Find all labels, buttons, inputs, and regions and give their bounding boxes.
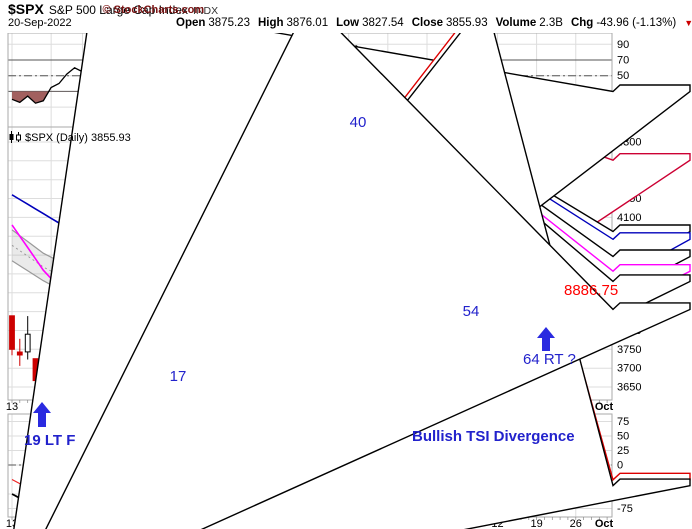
ticker-symbol: $SPX	[8, 1, 44, 17]
tsi-axis-label: 0	[617, 460, 623, 472]
annotation-lt-label: 19 LT F	[24, 432, 75, 449]
annotation-rt-question: 64 RT ?	[523, 351, 576, 368]
annotation-wave-54: 54	[463, 303, 480, 320]
x-axis-tick-label: 13	[6, 401, 18, 413]
exchange-label: INDX	[193, 5, 219, 17]
chart-style-icon[interactable]	[9, 131, 21, 143]
rsi-axis-label: 90	[617, 39, 629, 51]
quote-value-close: 3855.93	[446, 17, 488, 29]
y-axis-label: 3750	[617, 344, 641, 356]
quote-value-high: 3876.01	[286, 17, 329, 29]
quote-value-open: 3875.23	[208, 17, 250, 29]
tsi-axis-label: 50	[617, 431, 629, 443]
annotation-wave-40: 40	[350, 114, 367, 131]
y-axis-label: 3650	[617, 382, 641, 394]
y-axis-label: 4100	[617, 212, 641, 224]
quote-label-high: High	[257, 17, 284, 29]
up-arrow-icon-main	[537, 327, 555, 351]
quote-date: 20-Sep-2022	[8, 17, 72, 29]
rsi-axis-label: 70	[617, 55, 629, 67]
rsi-axis-label: 50	[617, 70, 629, 82]
stockcharts-credit: © StockCharts.com	[102, 4, 205, 16]
x-axis-tick-label: Oct	[595, 518, 614, 529]
quote-label-open: Open	[176, 17, 206, 29]
annotation-wave-17: 17	[170, 368, 187, 385]
x-axis-tick-label: 13	[6, 518, 18, 529]
title-row: $SPX S&P 500 Large Cap Index INDX © StockC…	[8, 1, 218, 19]
tsi-axis-label: -75	[617, 503, 633, 515]
annotation-support-level: 8886.75	[564, 282, 618, 299]
x-axis-tick-label: 26	[570, 518, 582, 529]
annotation-divergence: Bullish TSI Divergence	[412, 428, 575, 445]
up-arrow-icon-axis	[33, 402, 51, 427]
quote-label-volume: Volume	[495, 17, 537, 29]
tsi-axis-label: 25	[617, 445, 629, 457]
chart-legend: $SPX (Daily) 3855.93	[25, 132, 131, 144]
quote-fields: Open 3875.23 High 3876.01 Low 3827.54 Close 385…	[176, 17, 692, 29]
quote-value-chg: -43.96 (-1.13%)	[596, 17, 677, 29]
change-down-icon: ▼	[684, 18, 692, 28]
quote-label-chg: Chg	[570, 17, 594, 29]
quote-label-close: Close	[411, 17, 444, 29]
tsi-axis-label: 75	[617, 416, 629, 428]
quote-label-low: Low	[336, 17, 360, 29]
quote-value-low: 3827.54	[362, 17, 404, 29]
y-axis-label: 3700	[617, 363, 641, 375]
chart-header: $SPX S&P 500 Large Cap Index INDX © StockC…	[0, 0, 692, 33]
x-axis-tick-label: Oct	[595, 401, 614, 413]
quote-value-volume: 2.3B	[539, 17, 563, 29]
index-name: S&P 500 Large Cap Index	[48, 3, 189, 17]
x-axis-tick-label: 19	[530, 518, 542, 529]
